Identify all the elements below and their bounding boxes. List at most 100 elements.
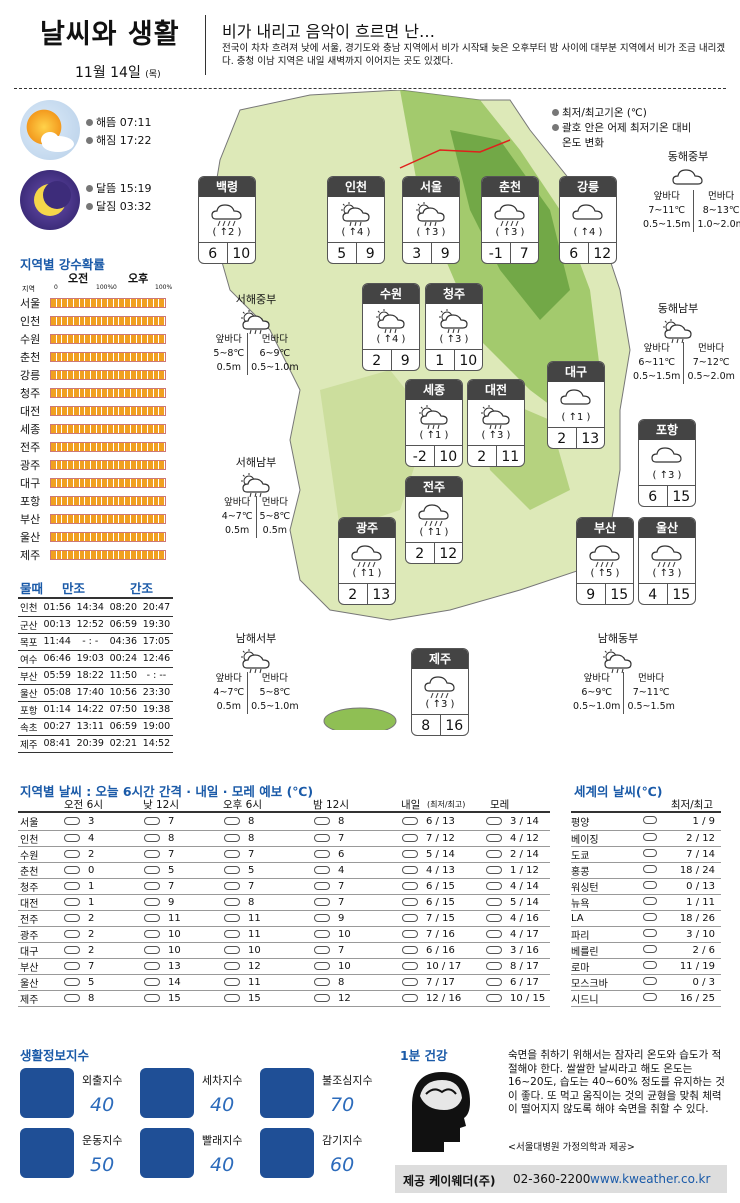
- forecast-cell: 7: [142, 878, 222, 895]
- rain-bar: [50, 442, 166, 452]
- forecast-header: 오전 6시 낮 12시 오후 6시 밤 12시 내일 (최저/최고) 모레: [18, 797, 550, 813]
- region-name: 세종: [20, 423, 41, 436]
- tide-rows: 인천 01:56 14:34 08:20 20:47 군산 00:13 12:52 06:59 1…: [18, 599, 173, 753]
- temp-max: 15: [672, 587, 691, 603]
- forecast-cell: 6 / 15: [400, 894, 484, 911]
- weather-icon: [314, 977, 330, 986]
- tide-cell: 속초: [18, 718, 41, 736]
- sea-forecast: 남해서부 앞바다 먼바다 4~7℃ 5~8℃ 0.5m 0.5~1.0m: [208, 632, 304, 714]
- life-index-label: 세차지수: [202, 1074, 243, 1087]
- forecast-cell: 2 / 14: [484, 846, 550, 863]
- sea-t1: 7~11℃: [648, 205, 686, 216]
- temp-range: 2 11: [468, 445, 524, 466]
- temp-min: 3: [403, 243, 432, 263]
- forecast-cell: 14: [142, 974, 222, 991]
- world-title: 세계의 날씨(℃): [574, 784, 663, 799]
- date-text: 11월 14일: [75, 65, 141, 81]
- city-card: 강릉 ( ↑4 ) 6 12: [559, 176, 617, 264]
- forecast-cell: 4 / 16: [484, 910, 550, 927]
- temp-max: 9: [440, 246, 450, 262]
- city-name: 춘천: [482, 177, 538, 197]
- weather-icon: [643, 846, 663, 863]
- temp-min: 1: [426, 350, 455, 370]
- tide-cell: 19:03: [73, 650, 107, 668]
- divider: [14, 88, 726, 89]
- temp-max: 12: [593, 246, 612, 262]
- weather-icon: [144, 897, 160, 906]
- region-name: 전주: [20, 441, 41, 454]
- world-temp: 2 / 6: [662, 942, 721, 959]
- forecast-cell: 5: [142, 862, 222, 879]
- rain-bar: [50, 460, 166, 470]
- forecast-value: 3: [88, 816, 95, 828]
- rain-row: 제주: [20, 546, 166, 564]
- sea-forecast: 서해남부 앞바다 먼바다 4~7℃ 5~8℃ 0.5m 0.5m: [208, 456, 304, 538]
- tide-cell: 14:52: [139, 735, 173, 753]
- world-row: 도쿄 7 / 14: [571, 846, 721, 863]
- weather-icon: [486, 929, 502, 938]
- forecast-cell: 7 / 15: [400, 910, 484, 927]
- world-temp: 0 / 3: [662, 974, 721, 991]
- rain-row: 부산: [20, 510, 166, 528]
- forecast-value: 서울: [20, 818, 39, 830]
- life-index-value: 70: [330, 1094, 355, 1116]
- world-temp: 18 / 24: [662, 862, 721, 879]
- temp-change: ( ↑3 ): [425, 699, 455, 710]
- forecast-value: 8 / 17: [510, 960, 539, 972]
- footer-phone: 02-360-2200: [513, 1172, 591, 1186]
- forecast-value: 3 / 14: [510, 816, 539, 828]
- health-source: <서울대병원 가정의학과 제공>: [508, 1142, 635, 1153]
- forecast-row: 부산 7 13 12 10 10 / 17 8 / 17: [18, 958, 550, 975]
- region-name: 제주: [20, 549, 41, 562]
- temp-min: -2: [406, 446, 435, 466]
- sea-w2: 0.5m: [255, 524, 294, 538]
- weather-icon: [64, 977, 80, 986]
- forecast-value: 부산: [20, 962, 39, 974]
- temp-change: ( ↑1 ): [352, 568, 382, 579]
- tide-cell: 제주: [18, 735, 41, 753]
- life-title: 생활정보지수: [20, 1048, 90, 1063]
- temp-range: 2 13: [548, 427, 604, 448]
- temp-min: 2: [406, 543, 435, 563]
- weather-icon: [486, 865, 502, 874]
- footer-url[interactable]: www.kweather.co.kr: [590, 1172, 711, 1186]
- tide-cell: 06:59: [106, 718, 140, 736]
- sea-forecast: 서해중부 앞바다 먼바다 5~8℃ 6~9℃ 0.5m 0.5~1.0m: [208, 293, 304, 375]
- forecast-cell: 9: [312, 910, 400, 927]
- forecast-cell: 4 / 14: [484, 878, 550, 895]
- forecast-rows: 서울 3 7 8 8 6 / 13 3 / 14 인천 4 8 8 7 7 / 12 4 / 12 수원 2 7…: [18, 814, 550, 1007]
- world-temp: 1 / 11: [662, 894, 721, 911]
- tide-row: 포항 01:14 14:22 07:50 19:38: [18, 701, 173, 719]
- tide-row: 부산 05:59 18:22 11:50- : --: [18, 667, 173, 685]
- forecast-cell: 8: [222, 830, 312, 847]
- weather-icon: [64, 817, 80, 826]
- rain-row: 서울: [20, 294, 166, 312]
- sea-table: 앞바다 먼바다 4~7℃ 5~8℃ 0.5m 0.5~1.0m: [210, 672, 302, 714]
- temp-range: 2 12: [406, 542, 462, 563]
- temp-max: 9: [400, 353, 410, 369]
- forecast-row: 광주 2 10 11 10 7 / 16 4 / 17: [18, 926, 550, 943]
- weather-icon: [639, 440, 695, 470]
- forecast-value: 7: [248, 880, 255, 892]
- weather-icon: [402, 865, 418, 874]
- sea-c1: 앞바다: [215, 673, 242, 684]
- forecast-row: 인천 4 8 8 7 7 / 12 4 / 12: [18, 830, 550, 847]
- forecast-value: 8: [248, 832, 255, 844]
- tide-cell: 부산: [18, 667, 41, 685]
- tide-cell: 군산: [18, 616, 41, 634]
- temp-min: 6: [639, 486, 668, 506]
- city-card: 세종 ( ↑1 ) -2 10: [405, 379, 463, 467]
- sun-icon: [20, 100, 80, 160]
- weather-icon: [643, 942, 663, 959]
- forecast-value: 10: [248, 944, 261, 956]
- footer: 제공 케이웨더(주) 02-360-2200 www.kweather.co.k…: [395, 1165, 727, 1193]
- forecast-value: 8: [338, 816, 345, 828]
- world-city: 모스크바: [571, 974, 643, 991]
- temp-range: -2 10: [406, 445, 462, 466]
- life-index-label: 불조심지수: [322, 1074, 373, 1087]
- temp-max: 7: [519, 246, 529, 262]
- tide-high-label: 만조: [62, 581, 86, 596]
- weather-icon: [314, 961, 330, 970]
- forecast-row: 대전 1 9 8 7 6 / 15 5 / 14: [18, 894, 550, 911]
- life-index-icon: [20, 1128, 74, 1178]
